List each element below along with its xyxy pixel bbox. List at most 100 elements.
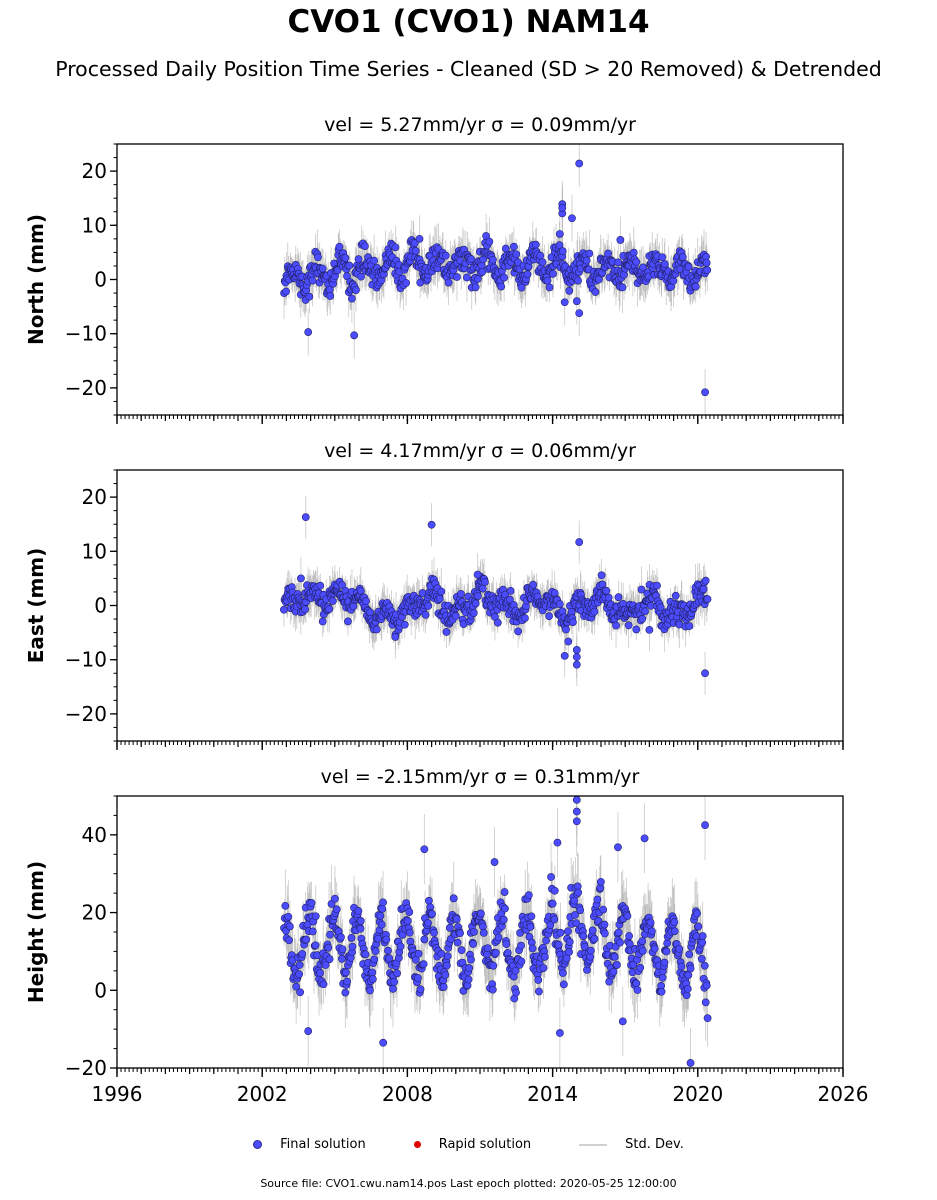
data-point (341, 254, 350, 262)
data-point (638, 937, 647, 945)
data-point-outlier (558, 204, 567, 212)
y-tick-label: 20 (82, 159, 107, 183)
data-point (457, 589, 465, 598)
data-points (280, 513, 712, 678)
data-point (550, 886, 559, 895)
data-point (338, 945, 347, 954)
data-point (451, 612, 460, 620)
data-point (602, 586, 611, 595)
data-point (539, 964, 548, 972)
data-point (625, 932, 633, 940)
data-point (326, 930, 334, 939)
data-point (571, 911, 579, 919)
data-point (613, 960, 621, 969)
data-point (514, 627, 523, 636)
x-tick-label: 2002 (237, 1082, 288, 1106)
data-point (393, 969, 401, 978)
data-point (441, 970, 450, 979)
data-point (614, 258, 623, 267)
data-point (354, 906, 363, 915)
data-point (430, 928, 438, 937)
data-point (338, 954, 346, 963)
data-point (347, 934, 356, 942)
data-point (494, 933, 503, 942)
data-point (465, 964, 474, 972)
data-point (623, 912, 632, 920)
data-point (691, 282, 700, 291)
data-point (527, 912, 536, 921)
data-point-outlier (575, 159, 584, 168)
data-point (658, 253, 667, 262)
data-point (285, 922, 294, 931)
data-point (600, 920, 609, 929)
data-point (683, 984, 692, 993)
y-tick-label: −20 (65, 1056, 107, 1080)
data-point (699, 585, 708, 594)
panel-1: vel = 4.17mm/yr σ = 0.06mm/yr East (mm) −2… (24, 440, 844, 750)
data-point (558, 969, 567, 977)
legend-label-final: Final solution (280, 1137, 366, 1152)
data-point (549, 269, 557, 278)
data-point (464, 975, 473, 984)
data-point (281, 901, 290, 910)
data-point (670, 918, 679, 927)
data-point (493, 618, 502, 627)
data-point (600, 929, 609, 938)
data-point (678, 253, 687, 261)
data-point (662, 947, 671, 956)
data-point (555, 600, 564, 608)
y-tick-label: 0 (94, 594, 107, 618)
data-point (636, 963, 645, 972)
data-point (548, 899, 557, 908)
data-point (411, 247, 420, 255)
data-point (295, 961, 304, 969)
data-layer (280, 495, 712, 695)
data-point (646, 918, 655, 927)
y-tick-label: −10 (65, 322, 107, 346)
data-point (298, 949, 307, 958)
data-point (403, 917, 412, 925)
data-point (284, 912, 293, 921)
data-point (416, 985, 425, 994)
data-point (703, 1014, 712, 1023)
data-point (502, 940, 511, 949)
chart-legend: Final solution Rapid solution Std. Dev. (0, 1137, 937, 1152)
data-point (449, 894, 458, 903)
data-point (295, 970, 304, 979)
data-point (653, 581, 661, 590)
data-point (356, 586, 365, 595)
data-point (512, 250, 521, 259)
data-point (421, 610, 430, 619)
data-point (638, 614, 647, 623)
data-point-outlier (304, 1027, 313, 1035)
data-point (488, 255, 497, 264)
data-point (616, 938, 624, 947)
data-point (437, 587, 446, 596)
data-point (396, 942, 405, 951)
data-point (390, 977, 399, 986)
data-point (633, 986, 642, 994)
data-point (382, 935, 391, 944)
data-point (497, 282, 506, 291)
data-point (302, 935, 311, 944)
data-point-outlier (575, 538, 584, 546)
data-point-outlier (618, 1017, 627, 1026)
data-point-outlier (575, 309, 584, 318)
data-point (540, 952, 549, 961)
data-point (517, 941, 525, 950)
data-point (609, 967, 618, 976)
data-point (702, 258, 711, 267)
data-point (443, 952, 452, 961)
data-point (424, 919, 432, 927)
data-point (671, 591, 680, 600)
data-point (419, 960, 428, 969)
data-point (337, 933, 345, 942)
data-point (590, 934, 599, 943)
data-point-outlier (568, 214, 576, 223)
data-point (591, 288, 600, 296)
data-point (435, 594, 444, 603)
data-point (305, 292, 314, 301)
data-point (576, 906, 585, 915)
data-point-outlier (614, 843, 622, 852)
